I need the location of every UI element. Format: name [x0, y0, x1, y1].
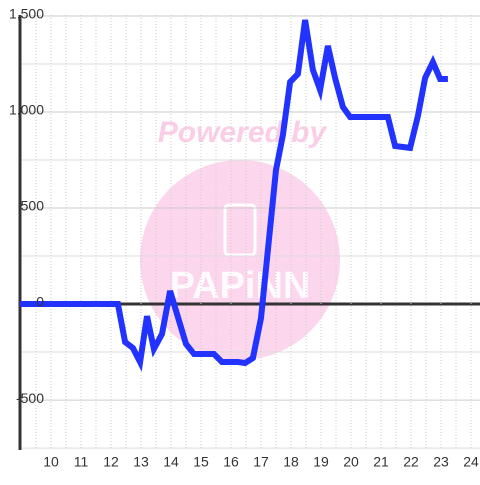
- x-tick-label: 14: [163, 454, 179, 470]
- x-tick-label: 12: [103, 454, 119, 470]
- x-tick-label: 20: [343, 454, 359, 470]
- x-tick-label: 18: [283, 454, 299, 470]
- y-tick-label: 1,000: [9, 102, 44, 118]
- x-tick-label: 13: [133, 454, 149, 470]
- data-line: [20, 19, 448, 372]
- watermark-brand: PAPiNN: [170, 265, 311, 307]
- y-tick-label: -500: [16, 390, 44, 406]
- watermark-text: Powered by: [158, 116, 328, 149]
- x-tick-label: 23: [433, 454, 449, 470]
- y-tick-label: 0: [36, 294, 44, 310]
- x-tick-label: 10: [43, 454, 59, 470]
- watermark-icon: [223, 203, 257, 257]
- x-tick-label: 24: [463, 454, 479, 470]
- x-tick-label: 16: [223, 454, 239, 470]
- x-tick-label: 19: [313, 454, 329, 470]
- x-tick-label: 21: [373, 454, 389, 470]
- x-tick-label: 17: [253, 454, 269, 470]
- y-tick-label: 500: [21, 198, 45, 214]
- x-tick-label: 22: [403, 454, 419, 470]
- watermark-logo: [140, 160, 340, 360]
- x-tick-label: 11: [74, 454, 89, 470]
- plot: [20, 19, 448, 372]
- x-tick-label: 15: [193, 454, 209, 470]
- y-tick-label: 1,500: [9, 6, 44, 22]
